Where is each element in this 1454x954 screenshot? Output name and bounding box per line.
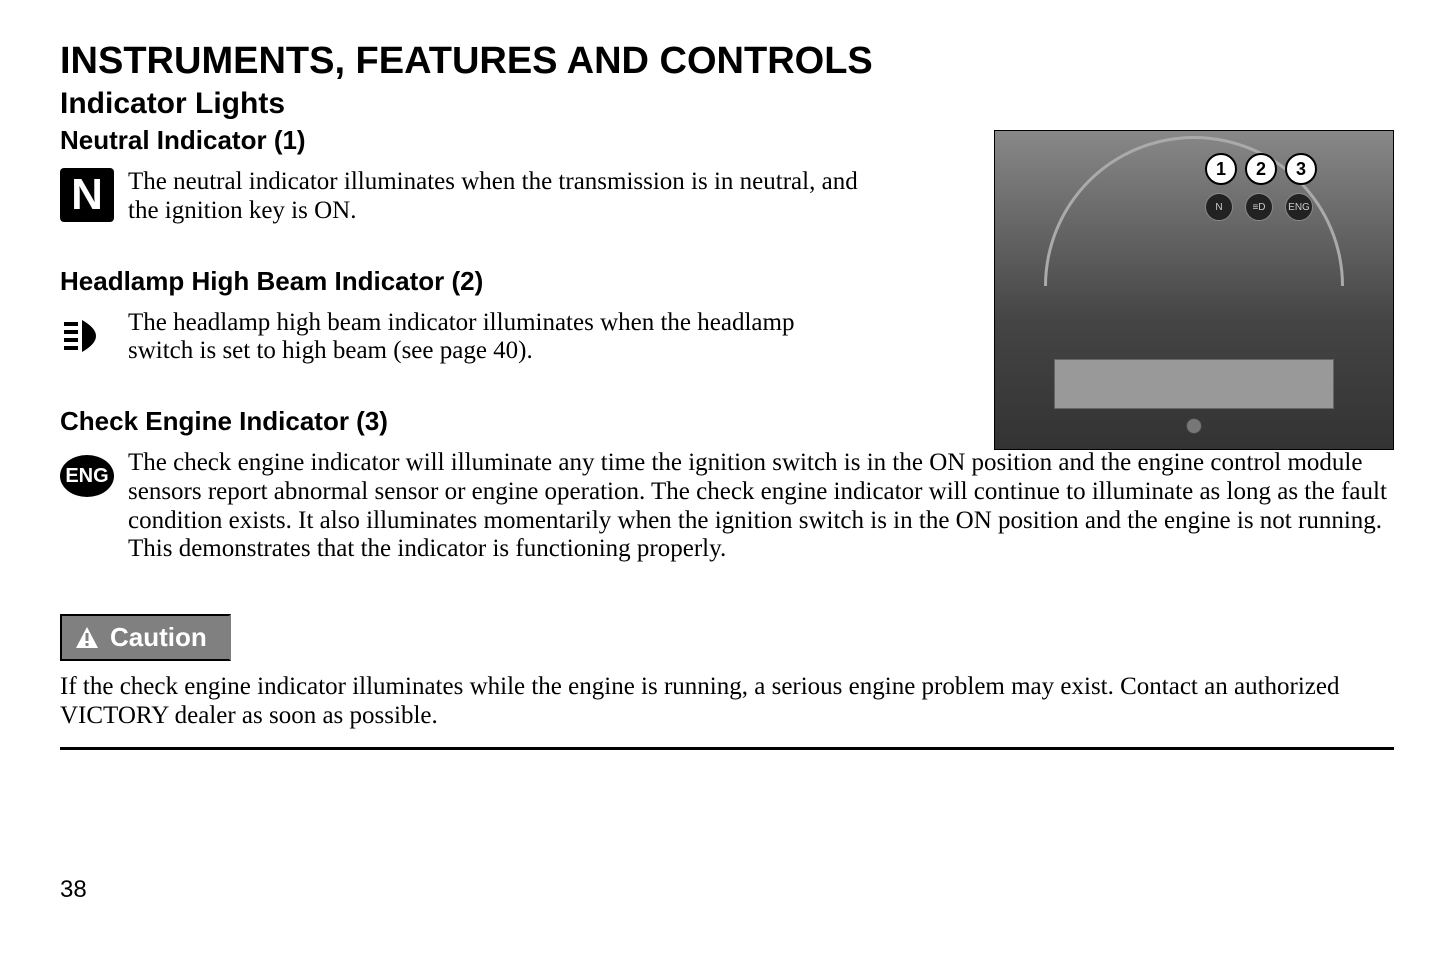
dashboard-screw [1186,418,1202,434]
highbeam-icon-box [60,309,114,363]
caution-body-text: If the check engine indicator illuminate… [60,673,1394,750]
high-beam-icon [60,316,114,356]
section-heading: Indicator Lights [60,87,1394,121]
neutral-icon-box: N [60,168,114,222]
neutral-body-text: The neutral indicator illuminates when t… [128,168,860,226]
page-number: 38 [60,876,87,904]
check-engine-icon-box: ENG [60,449,114,503]
callout-3: 3 [1285,153,1317,185]
neutral-n-icon: N [60,168,114,222]
check-engine-body-text: The check engine indicator will illumina… [128,449,1394,564]
dashboard-label-plate [1054,359,1334,409]
main-heading: INSTRUMENTS, FEATURES AND CONTROLS [60,40,1394,83]
caution-banner: Caution [60,614,231,661]
callout-2: 2 [1245,153,1277,185]
engine-eng-icon: ENG [60,455,114,497]
highbeam-row: The headlamp high beam indicator illumin… [60,309,860,367]
gauge-highbeam-icon: ≡D [1245,193,1273,221]
highbeam-body-text: The headlamp high beam indicator illumin… [128,309,860,367]
callout-1: 1 [1205,153,1237,185]
caution-label: Caution [110,622,207,653]
check-engine-row: ENG The check engine indicator will illu… [60,449,1394,564]
neutral-indicator-row: N The neutral indicator illuminates when… [60,168,860,226]
gauge-engine-icon: ENG [1285,193,1313,221]
dashboard-photo: 1 2 3 N ≡D ENG [994,130,1394,450]
caution-triangle-icon [74,625,100,651]
gauge-neutral-icon: N [1205,193,1233,221]
dashboard-render: 1 2 3 N ≡D ENG [995,131,1393,449]
